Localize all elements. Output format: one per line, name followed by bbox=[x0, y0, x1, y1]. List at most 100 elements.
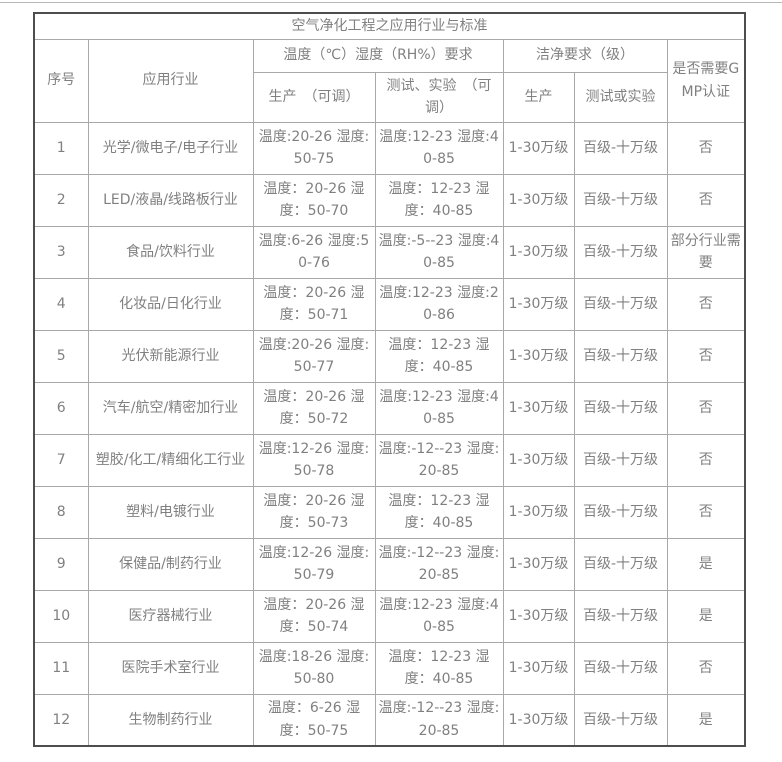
row-no: 12 bbox=[33, 693, 89, 747]
row-no: 9 bbox=[33, 537, 89, 591]
test-temp-humidity-cell: 温度:-5--23 湿度:40-85 bbox=[374, 225, 504, 279]
prod-temp-humidity-cell: 温度：20-26 湿度：50-72 bbox=[252, 381, 376, 435]
clean-prod-cell: 1-30万级 bbox=[502, 589, 575, 643]
table-row: 12 生物制药行业 温度：6-26 湿度：50-75 温度:-12--23 湿度… bbox=[33, 693, 746, 747]
test-temp-humidity-cell: 温度:12-23 湿度:20-86 bbox=[374, 277, 504, 331]
test-temp-humidity-cell: 温度:-12--23 湿度:20-85 bbox=[374, 693, 504, 747]
industry-cell: 光伏新能源行业 bbox=[87, 329, 254, 383]
industry-cell: 光学/微电子/电子行业 bbox=[87, 121, 254, 175]
prod-temp-humidity-cell: 温度：20-26 湿度：50-73 bbox=[252, 485, 376, 539]
gmp-cell: 否 bbox=[666, 277, 746, 331]
table-row: 11 医院手术室行业 温度:18-26 湿度:50-80 温度：12-23 湿度… bbox=[33, 641, 746, 695]
test-temp-humidity-cell: 温度：12-23 湿度：40-85 bbox=[374, 173, 504, 227]
clean-test-cell: 百级-十万级 bbox=[573, 277, 668, 331]
industry-cell: LED/液晶/线路板行业 bbox=[87, 173, 254, 227]
clean-test-cell: 百级-十万级 bbox=[573, 381, 668, 435]
industry-cell: 食品/饮料行业 bbox=[87, 225, 254, 279]
industry-cell: 保健品/制药行业 bbox=[87, 537, 254, 591]
gmp-cell: 否 bbox=[666, 381, 746, 435]
gmp-cell: 否 bbox=[666, 485, 746, 539]
clean-test-cell: 百级-十万级 bbox=[573, 173, 668, 227]
gmp-cell: 是 bbox=[666, 693, 746, 747]
clean-prod-cell: 1-30万级 bbox=[502, 537, 575, 591]
test-temp-humidity-cell: 温度：12-23 湿度：40-85 bbox=[374, 329, 504, 383]
prod-temp-humidity-cell: 温度：20-26 湿度：50-71 bbox=[252, 277, 376, 331]
table-row: 9 保健品/制药行业 温度:12-26 湿度:50-79 温度:-12--23 … bbox=[33, 537, 746, 591]
row-no: 10 bbox=[33, 589, 89, 643]
table-row: 6 汽车/航空/精密加行业 温度：20-26 湿度：50-72 温度:12-23… bbox=[33, 381, 746, 435]
header-test-adjustable: 测试、实验 （可调） bbox=[374, 71, 504, 123]
table-header-row-2: 生产 （可调） 测试、实验 （可调） 生产 测试或实验 bbox=[34, 71, 745, 123]
test-temp-humidity-cell: 温度:-12--23 湿度:20-85 bbox=[374, 433, 504, 487]
row-no: 3 bbox=[33, 225, 89, 279]
clean-prod-cell: 1-30万级 bbox=[502, 225, 575, 279]
clean-test-cell: 百级-十万级 bbox=[573, 433, 668, 487]
industry-cell: 医疗器械行业 bbox=[87, 589, 254, 643]
test-temp-humidity-cell: 温度：12-23 湿度：40-85 bbox=[374, 485, 504, 539]
clean-prod-cell: 1-30万级 bbox=[502, 485, 575, 539]
prod-temp-humidity-cell: 温度:18-26 湿度:50-80 bbox=[252, 641, 376, 695]
clean-test-cell: 百级-十万级 bbox=[573, 225, 668, 279]
row-no: 1 bbox=[33, 121, 89, 175]
clean-test-cell: 百级-十万级 bbox=[573, 485, 668, 539]
industry-cell: 汽车/航空/精密加行业 bbox=[87, 381, 254, 435]
table-row: 1 光学/微电子/电子行业 温度:20-26 湿度:50-75 温度:12-23… bbox=[33, 121, 746, 175]
table-row: 3 食品/饮料行业 温度:6-26 湿度:50-76 温度:-5--23 湿度:… bbox=[33, 225, 746, 279]
industry-cell: 生物制药行业 bbox=[87, 693, 254, 747]
clean-prod-cell: 1-30万级 bbox=[502, 173, 575, 227]
clean-test-cell: 百级-十万级 bbox=[573, 329, 668, 383]
prod-temp-humidity-cell: 温度：20-26 湿度：50-74 bbox=[252, 589, 376, 643]
test-temp-humidity-cell: 温度：12-23 湿度：40-85 bbox=[374, 641, 504, 695]
clean-prod-cell: 1-30万级 bbox=[502, 329, 575, 383]
prod-temp-humidity-cell: 温度:20-26 湿度:50-75 bbox=[252, 121, 376, 175]
table-row: 7 塑胶/化工/精细化工行业 温度:12-26 湿度:50-78 温度:-12-… bbox=[33, 433, 746, 487]
gmp-cell: 否 bbox=[666, 121, 746, 175]
gmp-cell: 否 bbox=[666, 329, 746, 383]
test-temp-humidity-cell: 温度:12-23 湿度:40-85 bbox=[374, 589, 504, 643]
gmp-cell: 是 bbox=[666, 537, 746, 591]
table-header-row-1: 序号 应用行业 温度（℃）湿度（RH%）要求 洁净要求（级） 是否需要GMP认证 bbox=[33, 38, 746, 123]
header-clean-group: 洁净要求（级） bbox=[502, 38, 668, 73]
prod-temp-humidity-cell: 温度：20-26 湿度：50-70 bbox=[252, 173, 376, 227]
row-no: 5 bbox=[33, 329, 89, 383]
header-prod-adjustable: 生产 （可调） bbox=[252, 71, 376, 123]
row-no: 8 bbox=[33, 485, 89, 539]
table-title-row: 空气净化工程之应用行业与标准 bbox=[33, 12, 746, 40]
gmp-cell: 是 bbox=[666, 589, 746, 643]
row-no: 6 bbox=[33, 381, 89, 435]
test-temp-humidity-cell: 温度:12-23 湿度:40-85 bbox=[374, 381, 504, 435]
clean-prod-cell: 1-30万级 bbox=[502, 277, 575, 331]
gmp-cell: 否 bbox=[666, 433, 746, 487]
prod-temp-humidity-cell: 温度:20-26 湿度:50-77 bbox=[252, 329, 376, 383]
test-temp-humidity-cell: 温度:12-23 湿度:40-85 bbox=[374, 121, 504, 175]
clean-test-cell: 百级-十万级 bbox=[573, 537, 668, 591]
header-clean-prod: 生产 bbox=[502, 71, 575, 123]
header-no: 序号 bbox=[33, 38, 89, 123]
clean-prod-cell: 1-30万级 bbox=[502, 433, 575, 487]
industry-cell: 塑料/电镀行业 bbox=[87, 485, 254, 539]
air-purification-standards-table: 空气净化工程之应用行业与标准 序号 应用行业 温度（℃）湿度（RH%）要求 洁净… bbox=[33, 12, 747, 747]
clean-test-cell: 百级-十万级 bbox=[573, 589, 668, 643]
clean-test-cell: 百级-十万级 bbox=[573, 121, 668, 175]
gmp-cell: 否 bbox=[666, 173, 746, 227]
row-no: 4 bbox=[33, 277, 89, 331]
gmp-cell: 否 bbox=[666, 641, 746, 695]
clean-prod-cell: 1-30万级 bbox=[502, 641, 575, 695]
row-no: 2 bbox=[33, 173, 89, 227]
table-row: 8 塑料/电镀行业 温度：20-26 湿度：50-73 温度：12-23 湿度：… bbox=[33, 485, 746, 539]
table-row: 5 光伏新能源行业 温度:20-26 湿度:50-77 温度：12-23 湿度：… bbox=[33, 329, 746, 383]
clean-test-cell: 百级-十万级 bbox=[573, 693, 668, 747]
page-top-divider bbox=[0, 2, 782, 3]
gmp-cell: 部分行业需要 bbox=[666, 225, 746, 279]
clean-test-cell: 百级-十万级 bbox=[573, 641, 668, 695]
prod-temp-humidity-cell: 温度：6-26 湿度：50-75 bbox=[252, 693, 376, 747]
clean-prod-cell: 1-30万级 bbox=[502, 121, 575, 175]
header-gmp: 是否需要GMP认证 bbox=[666, 38, 746, 123]
row-no: 7 bbox=[33, 433, 89, 487]
table-row: 4 化妆品/日化行业 温度：20-26 湿度：50-71 温度:12-23 湿度… bbox=[33, 277, 746, 331]
industry-cell: 医院手术室行业 bbox=[87, 641, 254, 695]
row-no: 11 bbox=[33, 641, 89, 695]
table-title: 空气净化工程之应用行业与标准 bbox=[33, 12, 746, 40]
header-industry: 应用行业 bbox=[87, 38, 254, 123]
clean-prod-cell: 1-30万级 bbox=[502, 693, 575, 747]
